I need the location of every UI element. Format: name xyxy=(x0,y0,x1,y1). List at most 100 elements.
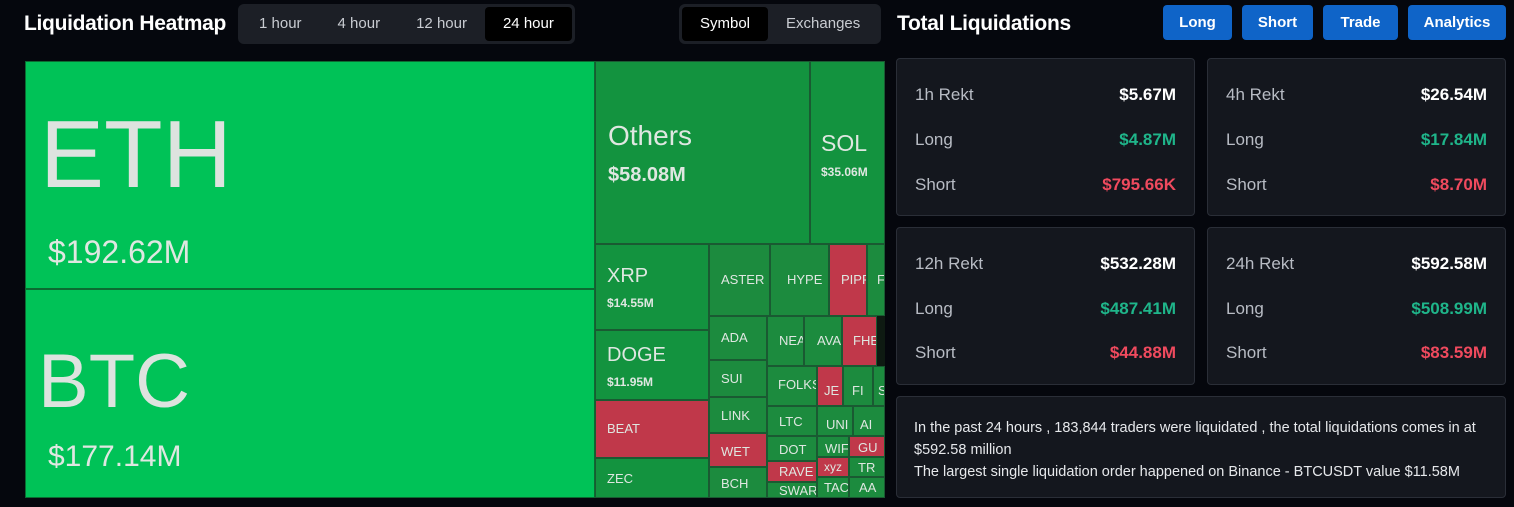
tile-symbol: FI xyxy=(852,383,864,398)
short-button[interactable]: Short xyxy=(1242,5,1313,40)
treemap-tile-dot[interactable]: DOT xyxy=(767,436,817,461)
treemap-tile-s[interactable]: S xyxy=(873,366,885,406)
rekt-card-1h: 1h Rekt $5.67M Long $4.87M Short $795.66K xyxy=(896,58,1195,216)
long-label: Long xyxy=(915,299,953,318)
treemap-tile-folks[interactable]: FOLKS xyxy=(767,366,817,406)
card-label: 4h Rekt xyxy=(1226,85,1285,104)
treemap-tile-je[interactable]: JE xyxy=(817,366,843,406)
tile-value: $177.14M xyxy=(48,440,182,473)
card-label: 24h Rekt xyxy=(1226,254,1295,273)
treemap-tile-uni[interactable]: UNI xyxy=(817,406,853,436)
treemap-tile-ava[interactable]: AVA xyxy=(804,316,842,366)
treemap-tile-fi[interactable]: FI xyxy=(843,366,873,406)
treemap-tile-tr[interactable]: TR xyxy=(849,457,885,477)
time-option-12h[interactable]: 12 hour xyxy=(416,15,467,32)
mode-option-symbol[interactable]: Symbol xyxy=(682,7,769,41)
treemap-tile-ltc[interactable]: LTC xyxy=(767,406,817,436)
tile-symbol: RAVE xyxy=(779,464,814,479)
tile-symbol: LTC xyxy=(779,414,803,429)
tile-symbol: ASTER xyxy=(721,272,765,287)
tile-symbol: AVA xyxy=(817,333,842,348)
short-label: Short xyxy=(1226,175,1267,194)
card-label: 12h Rekt xyxy=(915,254,984,273)
treemap-tile-ada[interactable]: ADA xyxy=(709,316,767,360)
time-option-1h[interactable]: 1 hour xyxy=(259,15,302,32)
tile-symbol: WIF xyxy=(825,441,849,456)
mode-option-exchanges[interactable]: Exchanges xyxy=(786,15,861,32)
tile-symbol: JE xyxy=(824,383,840,398)
rekt-card-24h: 24h Rekt $592.58M Long $508.99M Short $83.5… xyxy=(1207,227,1506,385)
treemap-tile-btc[interactable]: BTC $177.14M xyxy=(25,289,595,498)
tile-symbol: FOLKS xyxy=(778,377,817,392)
card-total: $592.58M xyxy=(1411,254,1487,273)
treemap-tile-xyz[interactable]: xyz xyxy=(817,457,849,477)
treemap-tile-zec[interactable]: ZEC xyxy=(595,458,709,498)
tile-symbol: SWAR xyxy=(779,483,817,498)
trade-button[interactable]: Trade xyxy=(1323,5,1398,40)
tile-value: $192.62M xyxy=(48,234,191,270)
tile-symbol: WET xyxy=(721,444,750,459)
tile-symbol: BCH xyxy=(721,476,749,491)
tile-value: $35.06M xyxy=(821,165,868,179)
tile-symbol: SUI xyxy=(721,371,743,386)
tile-symbol: F xyxy=(877,272,885,287)
tile-symbol: HYPE xyxy=(787,272,823,287)
treemap-tile-fhe[interactable]: FHE xyxy=(842,316,877,366)
long-label: Long xyxy=(1226,130,1264,149)
tile-value: $11.95M xyxy=(607,375,654,389)
analytics-button[interactable]: Analytics xyxy=(1408,5,1506,40)
treemap-tile-nea[interactable]: NEA xyxy=(767,316,804,366)
card-total: $26.54M xyxy=(1420,85,1487,104)
treemap-tile-tac[interactable]: TAC xyxy=(817,477,849,498)
rekt-card-4h: 4h Rekt $26.54M Long $17.84M Short $8.70M xyxy=(1207,58,1506,216)
long-value: $17.84M xyxy=(1420,130,1487,149)
tile-symbol: GU xyxy=(858,440,878,455)
tile-symbol: TAC xyxy=(824,480,849,495)
treemap-tile-wif[interactable]: WIF xyxy=(817,436,849,457)
treemap-tile-wet[interactable]: WET xyxy=(709,433,767,467)
short-value: $795.66K xyxy=(1102,175,1176,194)
tile-symbol: BEAT xyxy=(607,421,640,436)
long-value: $4.87M xyxy=(1119,130,1176,149)
treemap-tile-rave[interactable]: RAVE xyxy=(767,461,817,482)
liquidation-summary: In the past 24 hours , 183,844 traders w… xyxy=(896,396,1506,498)
tile-symbol: LINK xyxy=(721,408,750,423)
treemap-tile-link[interactable]: LINK xyxy=(709,397,767,433)
treemap-tile-gu[interactable]: GU xyxy=(849,436,885,457)
treemap-tile-others[interactable]: Others $58.08M xyxy=(595,61,810,244)
treemap-tile-pipp[interactable]: PIPP xyxy=(829,244,867,316)
tile-symbol: xyz xyxy=(824,460,842,474)
tile-symbol: FHE xyxy=(853,333,877,348)
rekt-card-12h: 12h Rekt $532.28M Long $487.41M Short $44.8… xyxy=(896,227,1195,385)
tile-value: $14.55M xyxy=(607,296,654,310)
treemap-tile-f[interactable]: F xyxy=(867,244,885,316)
heatmap-title: Liquidation Heatmap xyxy=(24,12,226,35)
treemap-tile-beat[interactable]: BEAT xyxy=(595,400,709,458)
tile-symbol: ADA xyxy=(721,330,748,345)
tile-symbol: BTC xyxy=(38,339,190,424)
treemap-tile-hype[interactable]: HYPE xyxy=(770,244,829,316)
treemap-tile-swar[interactable]: SWAR xyxy=(767,482,817,498)
tile-symbol: S xyxy=(878,383,884,398)
treemap-tile-sol[interactable]: SOL $35.06M xyxy=(810,61,885,244)
tile-value: $58.08M xyxy=(608,164,686,186)
treemap-tile-eth[interactable]: ETH $192.62M xyxy=(25,61,595,289)
tile-symbol: TR xyxy=(858,460,876,475)
treemap-tile-doge[interactable]: DOGE $11.95M xyxy=(595,330,709,400)
short-label: Short xyxy=(915,175,956,194)
treemap-tile-aster[interactable]: ASTER xyxy=(709,244,770,316)
tile-symbol: Others xyxy=(608,120,693,151)
long-button[interactable]: Long xyxy=(1163,5,1232,40)
time-option-4h[interactable]: 4 hour xyxy=(337,15,381,32)
tile-symbol: AI xyxy=(860,417,873,432)
tile-symbol: ETH xyxy=(40,101,232,208)
short-label: Short xyxy=(1226,343,1267,362)
treemap-tile-ai[interactable]: AI xyxy=(853,406,885,436)
treemap-tile-bch[interactable]: BCH xyxy=(709,467,767,498)
treemap-tile-xrp[interactable]: XRP $14.55M xyxy=(595,244,709,330)
time-option-24h[interactable]: 24 hour xyxy=(484,7,572,41)
treemap-tile-aa[interactable]: AA xyxy=(849,477,885,498)
card-label: 1h Rekt xyxy=(915,85,974,104)
treemap-tile-sui[interactable]: SUI xyxy=(709,360,767,397)
